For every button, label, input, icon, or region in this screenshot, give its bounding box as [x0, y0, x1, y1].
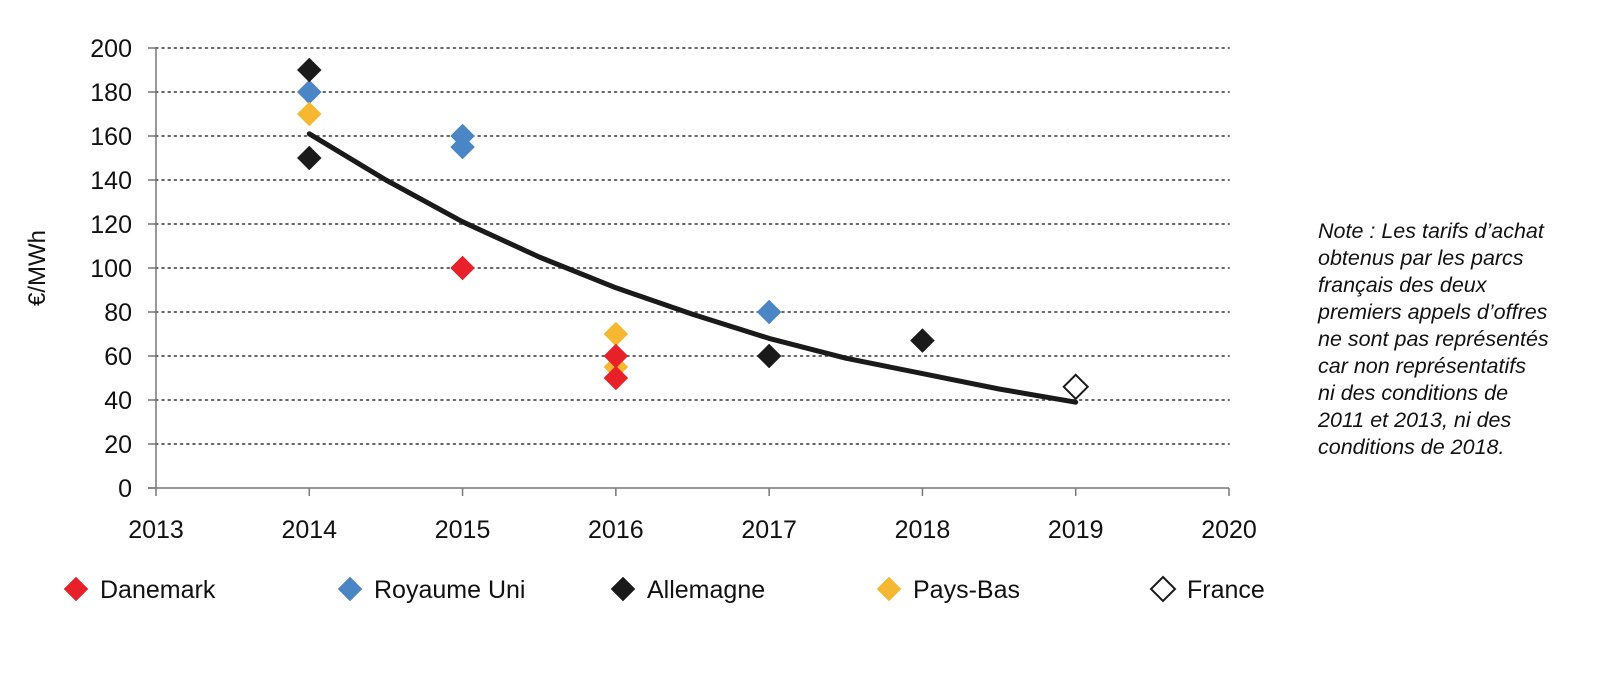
y-tick-label-120: 120: [90, 211, 132, 239]
point-allemagne-2: [756, 343, 782, 369]
point-royaume-uni-0: [296, 79, 322, 105]
point-pays-bas-0: [296, 101, 322, 127]
y-tick-label-20: 20: [104, 431, 132, 459]
y-tick-label-80: 80: [104, 299, 132, 327]
legend: Danemark Royaume Uni Allemagne Pays-Bas Fran…: [63, 575, 1265, 604]
x-tick-label-2020: 2020: [1201, 516, 1257, 544]
chart-note: Note : Les tarifs d’achat obtenus par le…: [1318, 219, 1549, 459]
x-tick-label-2017: 2017: [741, 516, 797, 544]
point-allemagne-0: [296, 57, 322, 83]
legend-label-danemark: Danemark: [100, 576, 216, 604]
x-tick-label-2016: 2016: [588, 516, 644, 544]
point-royaume-uni-2: [450, 134, 475, 160]
point-france-0: [1062, 373, 1090, 401]
legend-label-france: France: [1187, 576, 1265, 604]
x-tick-label-2013: 2013: [128, 516, 184, 544]
legend-label-royaume-uni: Royaume Uni: [374, 576, 525, 604]
point-pays-bas-1: [603, 321, 629, 347]
point-allemagne-1: [296, 145, 322, 171]
y-tick-label-40: 40: [104, 387, 132, 415]
y-tick-label-180: 180: [90, 79, 132, 107]
point-danemark-2: [603, 365, 629, 391]
y-tick-label-60: 60: [104, 343, 132, 371]
legend-label-allemagne: Allemagne: [647, 576, 765, 604]
trendline-layer: [306, 131, 1079, 405]
data-points: [296, 57, 1090, 401]
y-tick-label-140: 140: [90, 167, 132, 195]
x-tick-label-2019: 2019: [1048, 516, 1104, 544]
y-tick-label-200: 200: [90, 35, 132, 63]
y-tick-label-160: 160: [90, 123, 132, 151]
y-tick-label-0: 0: [118, 475, 132, 503]
y-axis-title: €/MWh: [24, 230, 51, 306]
point-royaume-uni-3: [756, 299, 782, 325]
legend-marker-france: [1149, 575, 1177, 603]
trendline: [306, 131, 1079, 405]
x-tick-label-2015: 2015: [435, 516, 491, 544]
legend-label-pays-bas: Pays-Bas: [913, 576, 1020, 604]
legend-marker-allemagne: [610, 576, 636, 602]
legend-marker-royaume-uni: [337, 576, 363, 602]
legend-marker-danemark: [63, 576, 89, 602]
x-tick-label-2018: 2018: [895, 516, 951, 544]
point-danemark-0: [450, 255, 475, 281]
point-allemagne-3: [910, 328, 935, 353]
legend-marker-pays-bas: [876, 576, 902, 602]
x-tick-labels: 2013 2014 2015 2016 2017 2018 2019 2020: [128, 516, 1257, 544]
y-tick-labels: 0 20 40 60 80 100 120 140 160 180 200: [90, 35, 132, 503]
axes: [148, 47, 1230, 496]
x-tick-label-2014: 2014: [281, 516, 337, 544]
y-tick-label-100: 100: [90, 255, 132, 283]
